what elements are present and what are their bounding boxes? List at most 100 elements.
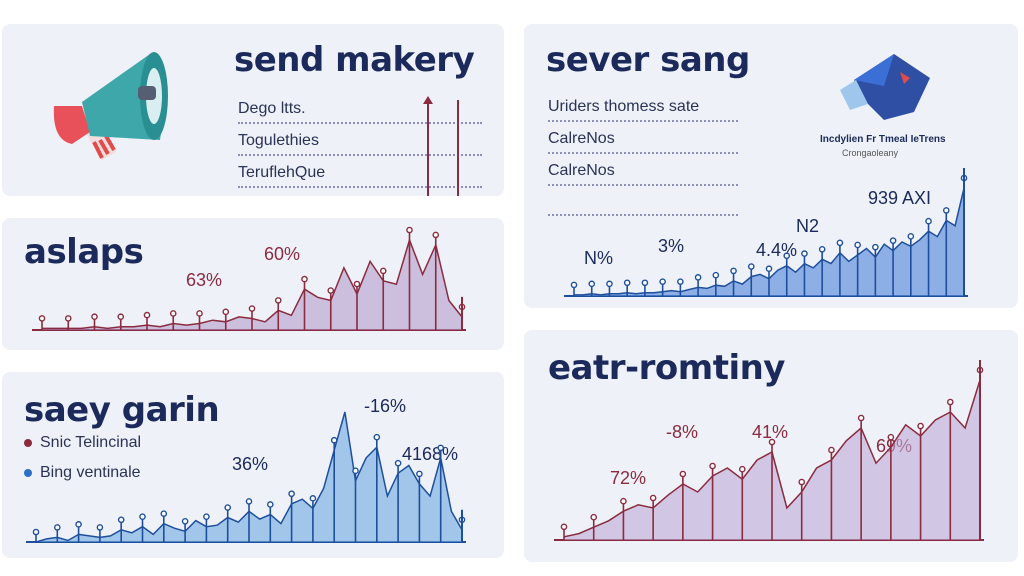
data-point — [38, 315, 46, 322]
data-point — [712, 271, 720, 279]
annotation-label: -16% — [364, 396, 407, 416]
logo-text: Incdylien Fr Tmeal IeTrens — [820, 134, 946, 145]
data-point — [857, 414, 865, 422]
data-point — [570, 281, 578, 289]
data-point — [117, 313, 125, 321]
data-point — [765, 265, 773, 273]
data-point — [248, 305, 256, 312]
data-point — [117, 516, 125, 524]
data-point — [196, 310, 203, 317]
data-point — [730, 267, 737, 275]
annotation-label: 36% — [232, 454, 269, 474]
legend-item: Snic Telincinal — [24, 434, 141, 452]
list-item: CalreNos — [548, 130, 615, 147]
data-point — [266, 501, 274, 508]
data-point — [330, 436, 338, 444]
data-point — [679, 470, 687, 478]
data-point — [75, 521, 82, 528]
panel-title: aslaps — [24, 232, 144, 272]
data-point — [783, 252, 791, 260]
data-point — [91, 313, 98, 321]
data-point — [437, 444, 445, 452]
logo-icon — [840, 54, 930, 120]
annotation-label: 60% — [264, 244, 301, 264]
data-point — [301, 275, 308, 283]
data-point — [925, 217, 932, 225]
data-point — [889, 237, 897, 244]
data-point — [416, 470, 423, 478]
data-point — [203, 513, 210, 521]
data-point — [32, 528, 40, 536]
data-point — [352, 467, 359, 475]
data-point — [373, 433, 381, 441]
data-point — [588, 280, 596, 288]
legend-swatch — [24, 468, 32, 477]
annotation-label: 3% — [658, 236, 685, 256]
data-point — [887, 433, 895, 441]
data-point — [917, 422, 924, 430]
list-item: Togulethies — [238, 132, 319, 149]
data-point — [768, 438, 776, 446]
data-point — [738, 465, 746, 473]
data-point — [327, 287, 335, 294]
data-point — [222, 308, 230, 316]
chart-eatr — [554, 360, 984, 541]
data-point — [379, 267, 387, 275]
data-point — [160, 510, 168, 517]
data-point — [181, 517, 189, 525]
legend-label: Bing ventinale — [40, 464, 141, 481]
annotation-label: 4168% — [402, 444, 459, 464]
panel-aslaps: aslaps 63% 60% — [2, 218, 504, 350]
data-point — [946, 398, 954, 406]
data-point — [560, 523, 568, 531]
data-point — [709, 462, 716, 470]
panel-title: saey garin — [24, 390, 220, 430]
data-point — [432, 231, 440, 239]
data-point — [394, 459, 402, 467]
divider — [548, 120, 738, 122]
megaphone-icon — [53, 52, 168, 160]
divider — [548, 184, 738, 186]
data-point — [353, 280, 361, 288]
data-point — [309, 495, 317, 502]
annotation-label: N2 — [796, 216, 820, 236]
annotation-label: 72% — [610, 468, 647, 488]
data-point — [623, 279, 631, 287]
panel-saey-garin: saey garin Snic Telincinal Bing ventinal… — [2, 372, 504, 558]
data-point — [139, 513, 146, 521]
data-point — [854, 241, 861, 249]
annotation-label: 41% — [752, 422, 789, 442]
chart-saey — [26, 411, 466, 543]
data-point — [659, 278, 666, 285]
data-point — [143, 311, 151, 319]
data-point — [828, 446, 835, 454]
data-point — [942, 207, 950, 214]
divider — [548, 152, 738, 154]
area-fill — [574, 188, 964, 296]
data-point — [224, 504, 231, 511]
data-point — [677, 278, 684, 285]
data-point — [606, 280, 613, 288]
panel-send-makery: send makery Dego ltts. Togulethies Teruf… — [2, 24, 504, 196]
data-point — [590, 513, 598, 521]
panel-eatr-romtiny: eatr-romtiny 72% -8% 41% 69% — [524, 330, 1018, 562]
data-point — [53, 524, 61, 531]
data-point — [818, 245, 826, 253]
data-point — [620, 497, 627, 505]
panel-title: eatr-romtiny — [548, 348, 785, 388]
legend-label: Snic Telincinal — [40, 434, 142, 451]
annotation-label: 63% — [186, 270, 223, 290]
data-point — [801, 250, 808, 257]
list-item: Uriders thomess sate — [548, 98, 700, 115]
data-point — [288, 490, 295, 498]
annotation-label: -8% — [666, 422, 699, 442]
annotation-label: 939 AXI — [868, 188, 932, 208]
chart-sever — [564, 168, 968, 297]
divider — [238, 122, 482, 124]
data-point — [641, 279, 649, 287]
list-item: CalreNos — [548, 162, 615, 179]
data-point — [245, 498, 253, 505]
legend-swatch — [24, 438, 32, 447]
data-point — [274, 297, 282, 304]
legend-item: Bing ventinale — [24, 464, 141, 482]
